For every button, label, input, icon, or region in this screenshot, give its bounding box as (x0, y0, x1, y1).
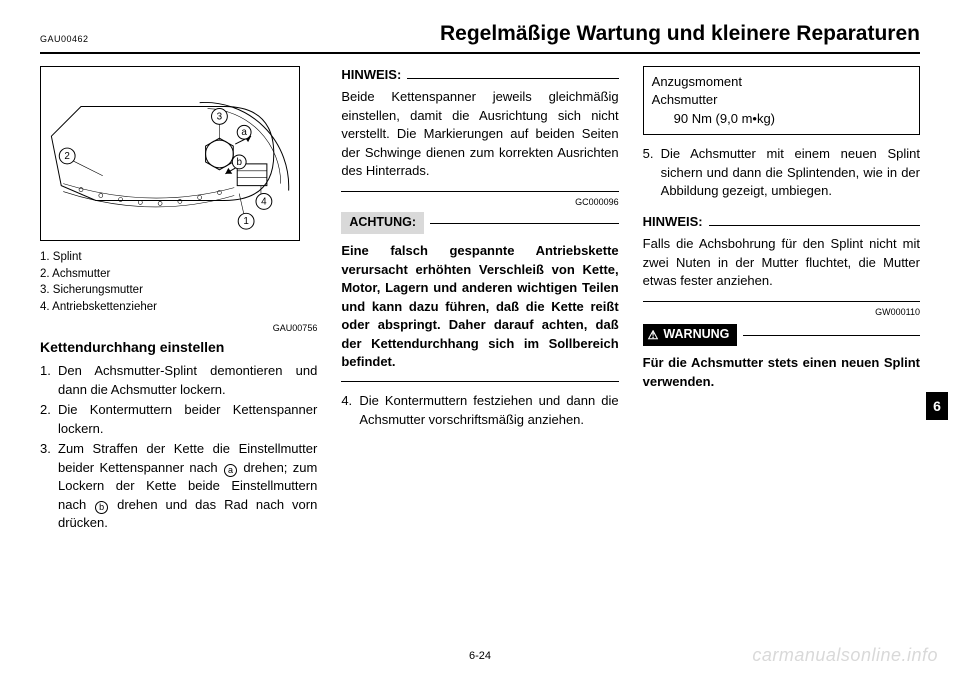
column-3: Anzugsmoment Achsmutter 90 Nm (9,0 m•kg)… (643, 66, 920, 636)
caption-4: 4. Antriebskettenzieher (40, 299, 317, 316)
circle-a-icon: a (224, 464, 237, 477)
achtung-label: ACHTUNG: (341, 212, 424, 234)
warnung-label: ⚠ WARNUNG (643, 324, 738, 346)
column-1: a b 3 2 4 1 1. Splint 2. Achsmutter 3. S… (40, 66, 317, 636)
torque-l2: Achsmutter (652, 91, 911, 109)
code-gc000096: GC000096 (341, 196, 618, 209)
svg-text:b: b (236, 157, 242, 168)
svg-text:a: a (241, 127, 247, 138)
hinweis-text-1: Beide Kettenspanner jeweils gleichmäßig … (341, 88, 618, 180)
svg-text:2: 2 (64, 151, 70, 162)
code-gw000110: GW000110 (643, 306, 920, 319)
code-gau00756: GAU00756 (40, 322, 317, 335)
achtung-header: ACHTUNG: (341, 212, 618, 234)
hinweis-rule-2 (709, 216, 920, 226)
caption-3: 3. Sicherungsmutter (40, 282, 317, 299)
divider-3 (643, 301, 920, 302)
header-code: GAU00462 (40, 34, 89, 44)
torque-box: Anzugsmoment Achsmutter 90 Nm (9,0 m•kg) (643, 66, 920, 135)
hinweis-header-2: HINWEIS: (643, 213, 920, 231)
hinweis-rule (407, 69, 618, 79)
warnung-text: Für die Achsmutter stets einen neuen Spl… (643, 354, 920, 391)
steps-list-1: 1.Den Achsmutter-Splint demontie­ren und… (40, 362, 317, 532)
watermark: carmanualsonline.info (752, 645, 938, 666)
hinweis-label-2: HINWEIS: (643, 213, 703, 231)
torque-l1: Anzugsmoment (652, 73, 911, 91)
warning-triangle-icon: ⚠ (648, 327, 659, 344)
caption-2: 2. Achsmutter (40, 266, 317, 283)
svg-text:3: 3 (217, 111, 223, 122)
page-title: Regelmäßige Wartung und kleinere Reparat… (440, 22, 920, 46)
section-heading: Kettendurchhang einstellen (40, 338, 317, 358)
chapter-tab: 6 (926, 392, 948, 420)
step-5: 5.Die Achsmutter mit einem neuen Splint … (643, 145, 920, 200)
warnung-header: ⚠ WARNUNG (643, 324, 920, 346)
warnung-rule (743, 335, 920, 336)
circle-b-icon: b (95, 501, 108, 514)
chain-diagram: a b 3 2 4 1 (40, 66, 300, 241)
steps-list-3: 5.Die Achsmutter mit einem neuen Splint … (643, 145, 920, 200)
svg-text:4: 4 (261, 196, 267, 207)
diagram-caption: 1. Splint 2. Achsmutter 3. Sicherungsmut… (40, 249, 317, 316)
steps-list-2: 4.Die Kontermuttern festziehen und dann … (341, 392, 618, 429)
page: GAU00462 Regelmäßige Wartung und kleiner… (0, 0, 960, 676)
step-4: 4.Die Kontermuttern festziehen und dann … (341, 392, 618, 429)
divider-2 (341, 381, 618, 382)
hinweis-header-1: HINWEIS: (341, 66, 618, 84)
warnung-label-text: WARNUNG (663, 326, 729, 344)
column-2: HINWEIS: Beide Kettenspanner jeweils gle… (341, 66, 618, 636)
achtung-text: Eine falsch gespannte Antriebsket­te ver… (341, 242, 618, 371)
header-rule (40, 52, 920, 54)
columns: a b 3 2 4 1 1. Splint 2. Achsmutter 3. S… (40, 66, 920, 636)
hinweis-label: HINWEIS: (341, 66, 401, 84)
torque-l3: 90 Nm (9,0 m•kg) (652, 110, 911, 128)
step-3: 3. Zum Straffen der Kette die Eins­tellm… (40, 440, 317, 532)
step-1: 1.Den Achsmutter-Splint demontie­ren und… (40, 362, 317, 399)
divider-1 (341, 191, 618, 192)
svg-text:1: 1 (243, 216, 249, 227)
hinweis-text-2: Falls die Achsbohrung für den Splint nic… (643, 235, 920, 290)
achtung-rule (430, 223, 619, 224)
step-2: 2.Die Kontermuttern beider Ket­tenspanne… (40, 401, 317, 438)
caption-1: 1. Splint (40, 249, 317, 266)
